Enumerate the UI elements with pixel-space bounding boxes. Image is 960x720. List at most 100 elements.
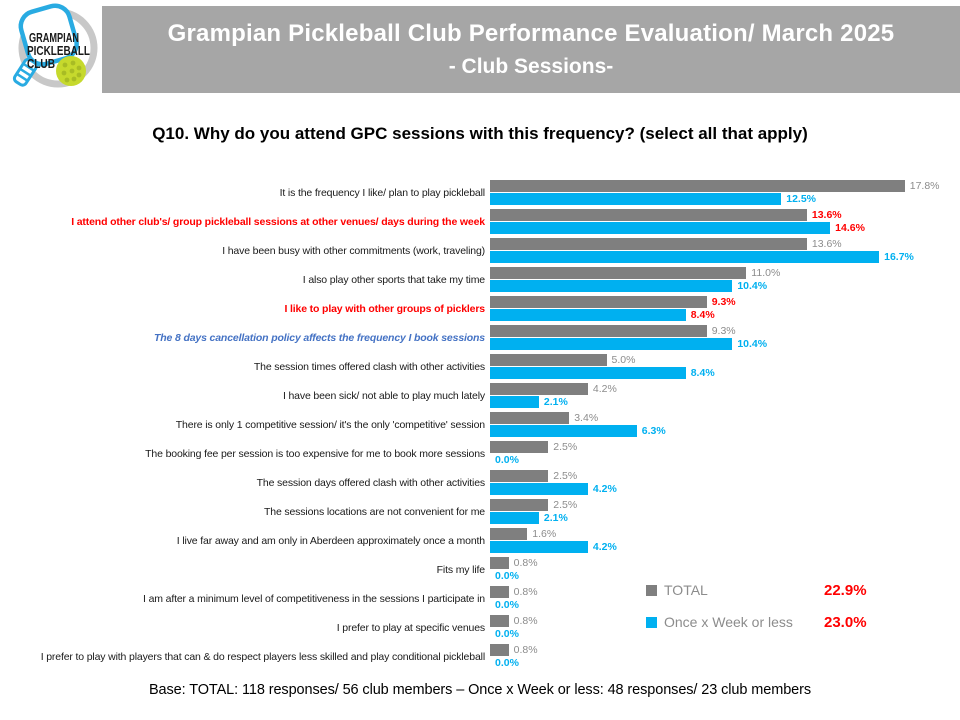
chart-row: I like to play with other groups of pick… — [0, 294, 960, 323]
chart-row: The sessions locations are not convenien… — [0, 497, 960, 526]
category-label: The sessions locations are not convenien… — [263, 505, 485, 518]
legend-label: TOTAL — [664, 582, 708, 598]
once-bar — [490, 338, 733, 350]
header-band: Grampian Pickleball Club Performance Eva… — [102, 6, 960, 93]
total-bar — [490, 238, 807, 250]
once-bar-line: 8.4% — [490, 309, 960, 321]
value-label: 13.6% — [811, 209, 842, 221]
category-label: I live far away and am only in Aberdeen … — [176, 534, 485, 547]
once-bar — [490, 512, 539, 524]
category-label: The booking fee per session is too expen… — [145, 447, 485, 460]
total-bar-line: 9.3% — [490, 325, 960, 337]
chart-row: I have been busy with other commitments … — [0, 236, 960, 265]
total-bar-line: 0.8% — [490, 644, 960, 656]
once-bar-line: 16.7% — [490, 251, 960, 263]
total-bar — [490, 325, 707, 337]
value-label: 2.5% — [553, 470, 578, 482]
total-bar-line: 2.5% — [490, 470, 960, 482]
bar-group: 11.0% 10.4% — [490, 267, 960, 292]
chart-row: It is the frequency I like/ plan to play… — [0, 178, 960, 207]
total-bar-line: 1.6% — [490, 528, 960, 540]
total-bar — [490, 383, 588, 395]
category-label: The 8 days cancellation policy affects t… — [154, 331, 485, 344]
total-bar — [490, 180, 905, 192]
once-bar-line: 8.4% — [490, 367, 960, 379]
once-bar — [490, 309, 686, 321]
value-label: 0.8% — [513, 615, 538, 627]
value-label: 2.1% — [543, 396, 568, 408]
value-label: 11.0% — [751, 267, 781, 279]
category-label: I attend other club's/ group pickleball … — [71, 215, 485, 228]
bar-group: 9.3% 8.4% — [490, 296, 960, 321]
bar-group: 0.8% 0.0% — [490, 615, 960, 640]
chart-row: I also play other sports that take my ti… — [0, 265, 960, 294]
total-bar-line: 5.0% — [490, 354, 960, 366]
once-bar-line: 6.3% — [490, 425, 960, 437]
value-label: 4.2% — [592, 483, 617, 495]
value-label: 4.2% — [592, 383, 617, 395]
bar-group: 2.5% 0.0% — [490, 441, 960, 466]
once-bar — [490, 396, 539, 408]
value-label: 0.8% — [513, 586, 538, 598]
total-bar-line: 13.6% — [490, 209, 960, 221]
bar-group: 4.2% 2.1% — [490, 383, 960, 408]
once-bar-line: 14.6% — [490, 222, 960, 234]
value-label: 0.8% — [513, 644, 538, 656]
svg-text:PICKLEBALL: PICKLEBALL — [27, 43, 90, 58]
total-bar — [490, 412, 570, 424]
value-label: 6.3% — [641, 425, 666, 437]
chart-row: I am after a minimum level of competitiv… — [0, 584, 960, 613]
category-label: I am after a minimum level of competitiv… — [143, 592, 485, 605]
once-bar-line: 2.1% — [490, 512, 960, 524]
category-label: I have been sick/ not able to play much … — [282, 389, 485, 402]
total-bar — [490, 557, 509, 569]
chart-row: There is only 1 competitive session/ it'… — [0, 410, 960, 439]
once-bar-line: 0.0% — [490, 599, 960, 611]
legend-item: Once x Week or less 23.0% — [646, 606, 867, 638]
category-label: Fits my life — [436, 563, 486, 576]
total-bar — [490, 354, 607, 366]
total-bar-line: 17.8% — [490, 180, 960, 192]
total-bar — [490, 644, 509, 656]
svg-text:GRAMPIAN: GRAMPIAN — [29, 30, 79, 45]
total-bar-line: 0.8% — [490, 615, 960, 627]
total-bar-line: 3.4% — [490, 412, 960, 424]
bar-group: 13.6% 14.6% — [490, 209, 960, 234]
chart-row: The 8 days cancellation policy affects t… — [0, 323, 960, 352]
category-label: The session times offered clash with oth… — [253, 360, 485, 373]
once-bar-line: 0.0% — [490, 657, 960, 669]
category-label: There is only 1 competitive session/ it'… — [175, 418, 485, 431]
bar-group: 2.5% 2.1% — [490, 499, 960, 524]
total-bar — [490, 296, 707, 308]
chart-row: I have been sick/ not able to play much … — [0, 381, 960, 410]
total-bar — [490, 528, 528, 540]
once-bar-line: 10.4% — [490, 280, 960, 292]
category-label: I prefer to play at specific venues — [336, 621, 485, 634]
once-bar — [490, 425, 637, 437]
header-subtitle: - Club Sessions- — [448, 55, 614, 78]
once-bar-line: 0.0% — [490, 570, 960, 582]
total-bar-line: 13.6% — [490, 238, 960, 250]
base-note: Base: TOTAL: 118 responses/ 56 club memb… — [148, 682, 812, 698]
chart-row: Fits my life 0.8% 0.0% — [0, 555, 960, 584]
value-label: 9.3% — [711, 325, 736, 337]
chart-row: The session days offered clash with othe… — [0, 468, 960, 497]
value-label: 3.4% — [574, 412, 599, 424]
legend-label: Once x Week or less — [664, 614, 793, 630]
value-label: 0.0% — [495, 570, 519, 582]
once-bar — [490, 193, 782, 205]
question-title: Q10. Why do you attend GPC sessions with… — [152, 124, 808, 143]
total-bar — [490, 470, 549, 482]
legend-item: TOTAL 22.9% — [646, 574, 867, 606]
once-bar — [490, 251, 880, 263]
bar-group: 0.8% 0.0% — [490, 644, 960, 669]
bar-group: 1.6% 4.2% — [490, 528, 960, 553]
chart-row: I attend other club's/ group pickleball … — [0, 207, 960, 236]
value-label: 12.5% — [786, 193, 817, 205]
once-bar — [490, 541, 588, 553]
value-label: 10.4% — [737, 338, 768, 350]
value-label: 8.4% — [690, 309, 715, 321]
value-label: 13.6% — [811, 238, 842, 250]
total-bar — [490, 441, 549, 453]
value-label: 4.2% — [592, 541, 617, 553]
